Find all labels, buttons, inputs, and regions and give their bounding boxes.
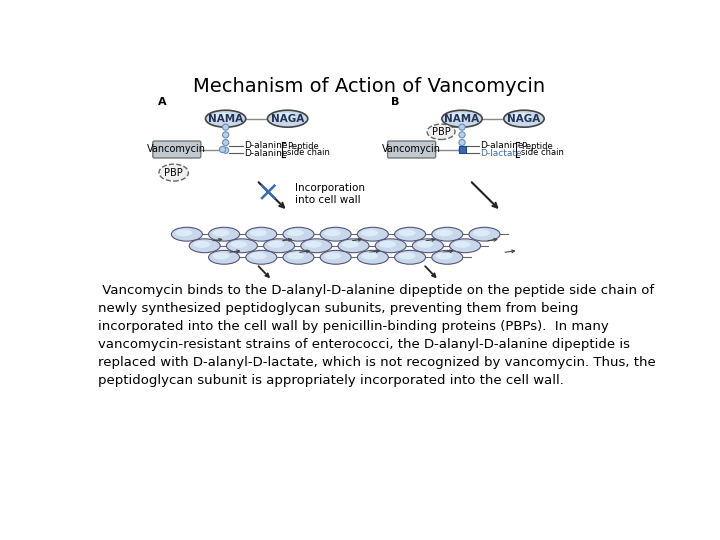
FancyBboxPatch shape	[153, 141, 201, 158]
Text: Incorporation
into cell wall: Incorporation into cell wall	[295, 184, 365, 205]
Circle shape	[220, 146, 225, 153]
Text: side chain: side chain	[287, 148, 330, 157]
Ellipse shape	[246, 227, 276, 241]
Text: NAGA: NAGA	[508, 114, 541, 124]
Text: Vancomycin binds to the D-alanyl-D-alanine dipeptide on the peptide side chain o: Vancomycin binds to the D-alanyl-D-alani…	[98, 284, 655, 387]
Ellipse shape	[320, 227, 351, 241]
Text: D-alanine: D-alanine	[244, 149, 288, 158]
Text: D-lactate: D-lactate	[481, 149, 522, 158]
Ellipse shape	[448, 113, 470, 122]
Circle shape	[222, 139, 229, 146]
Ellipse shape	[193, 241, 210, 248]
Text: B: B	[391, 97, 399, 107]
Ellipse shape	[246, 251, 276, 264]
Ellipse shape	[209, 227, 240, 241]
Text: D-alanine: D-alanine	[244, 141, 288, 150]
Circle shape	[459, 139, 465, 146]
Circle shape	[222, 124, 229, 130]
Circle shape	[459, 132, 465, 138]
Ellipse shape	[395, 227, 426, 241]
Ellipse shape	[416, 241, 433, 248]
Ellipse shape	[264, 239, 294, 253]
Ellipse shape	[375, 239, 406, 253]
Ellipse shape	[442, 110, 482, 127]
Ellipse shape	[283, 227, 314, 241]
Text: Vancomycin: Vancomycin	[148, 145, 207, 154]
Ellipse shape	[283, 251, 314, 264]
Ellipse shape	[287, 230, 304, 237]
Text: Peptide: Peptide	[287, 142, 319, 151]
Ellipse shape	[175, 230, 192, 237]
Text: Mechanism of Action of Vancomycin: Mechanism of Action of Vancomycin	[193, 77, 545, 96]
Ellipse shape	[398, 252, 415, 259]
Circle shape	[459, 124, 465, 130]
Ellipse shape	[413, 239, 444, 253]
Ellipse shape	[159, 164, 189, 181]
Ellipse shape	[342, 241, 359, 248]
Ellipse shape	[473, 230, 490, 237]
Ellipse shape	[226, 239, 258, 253]
Text: D-alanine: D-alanine	[481, 141, 524, 150]
Text: PBP: PBP	[432, 127, 451, 137]
Ellipse shape	[432, 227, 463, 241]
Ellipse shape	[287, 252, 304, 259]
Ellipse shape	[427, 124, 455, 139]
Ellipse shape	[267, 110, 307, 127]
Circle shape	[459, 147, 465, 153]
Ellipse shape	[338, 239, 369, 253]
Ellipse shape	[436, 230, 453, 237]
Ellipse shape	[357, 251, 388, 264]
Ellipse shape	[436, 252, 453, 259]
Ellipse shape	[469, 227, 500, 241]
Ellipse shape	[205, 110, 246, 127]
Text: NAMA: NAMA	[444, 114, 480, 124]
Ellipse shape	[301, 239, 332, 253]
Text: side chain: side chain	[521, 148, 564, 157]
Ellipse shape	[361, 230, 378, 237]
Ellipse shape	[267, 241, 284, 248]
Ellipse shape	[250, 230, 266, 237]
FancyBboxPatch shape	[387, 141, 436, 158]
Ellipse shape	[305, 241, 322, 248]
Ellipse shape	[449, 239, 481, 253]
Ellipse shape	[250, 252, 266, 259]
Ellipse shape	[209, 251, 240, 264]
Text: NAGA: NAGA	[271, 114, 305, 124]
Ellipse shape	[212, 230, 230, 237]
Ellipse shape	[398, 230, 415, 237]
Ellipse shape	[212, 252, 230, 259]
Ellipse shape	[189, 239, 220, 253]
Ellipse shape	[274, 113, 295, 122]
Ellipse shape	[357, 227, 388, 241]
Text: A: A	[158, 97, 167, 107]
Ellipse shape	[324, 230, 341, 237]
Ellipse shape	[230, 241, 248, 248]
Ellipse shape	[454, 241, 471, 248]
Circle shape	[222, 132, 229, 138]
Ellipse shape	[324, 252, 341, 259]
Circle shape	[222, 147, 229, 153]
Text: PBP: PBP	[164, 167, 183, 178]
Text: Vancomycin: Vancomycin	[382, 145, 441, 154]
Ellipse shape	[211, 113, 233, 122]
Ellipse shape	[361, 252, 378, 259]
Ellipse shape	[395, 251, 426, 264]
Ellipse shape	[171, 227, 202, 241]
Ellipse shape	[510, 113, 532, 122]
Ellipse shape	[320, 251, 351, 264]
Ellipse shape	[379, 241, 396, 248]
Text: NAMA: NAMA	[208, 114, 243, 124]
Text: Peptide: Peptide	[521, 142, 553, 151]
Ellipse shape	[432, 251, 463, 264]
Ellipse shape	[504, 110, 544, 127]
Bar	[459, 146, 466, 153]
